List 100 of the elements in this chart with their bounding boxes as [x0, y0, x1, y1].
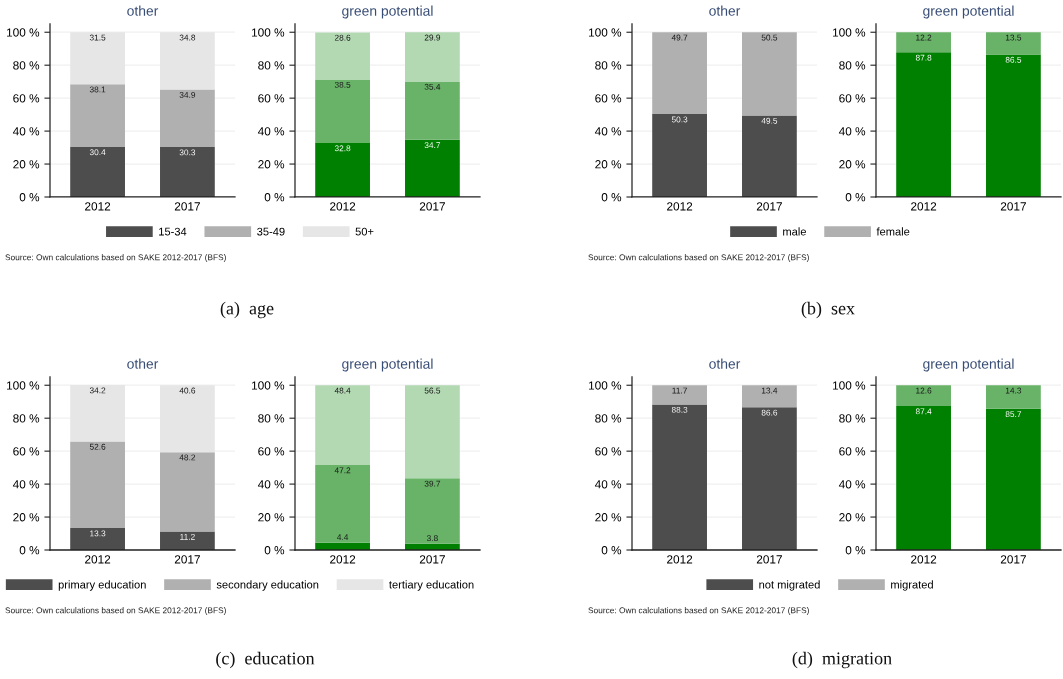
x-tick-label: 2012	[330, 202, 356, 211]
data-label: 13.5	[1005, 34, 1022, 41]
bar	[896, 385, 951, 406]
bar	[315, 79, 370, 143]
y-tick-label: 40 %	[838, 127, 866, 136]
bar	[405, 139, 460, 197]
data-label: 49.5	[761, 117, 778, 124]
y-tick-label: 40 %	[594, 480, 622, 489]
chart-title: other	[709, 358, 741, 369]
y-tick-label: 0 %	[264, 546, 285, 555]
bar	[70, 84, 125, 147]
bar	[315, 385, 370, 465]
y-tick-label: 80 %	[595, 414, 622, 423]
y-tick-label: 40 %	[838, 480, 866, 489]
bar	[986, 385, 1041, 409]
data-label: 49.7	[671, 34, 688, 41]
x-tick-label: 2012	[330, 555, 356, 564]
y-tick-label: 40 %	[594, 127, 622, 136]
data-label: 31.5	[89, 34, 106, 41]
legend-label: secondary education	[216, 580, 319, 591]
bar	[896, 406, 951, 550]
x-tick-label: 2012	[911, 555, 937, 564]
y-tick-label: 100 %	[833, 28, 866, 37]
data-label: 11.2	[180, 533, 195, 540]
data-label: 34.2	[89, 387, 106, 394]
bar	[315, 142, 370, 197]
data-label: 48.4	[334, 387, 351, 394]
y-tick-label: 0 %	[264, 193, 285, 202]
data-label: 48.2	[179, 454, 196, 461]
data-label: 11.7	[672, 387, 687, 394]
y-tick-label: 80 %	[258, 414, 285, 423]
x-tick-label: 2012	[85, 555, 111, 564]
data-label: 38.1	[89, 86, 106, 93]
data-label: 29.9	[424, 34, 441, 41]
data-label: 50.3	[671, 116, 688, 123]
y-tick-label: 60 %	[839, 94, 866, 103]
y-tick-label: 0 %	[19, 546, 40, 555]
data-label: 87.4	[915, 408, 932, 415]
x-tick-label: 2017	[419, 555, 445, 564]
bar	[405, 81, 460, 140]
text: (d) migration	[792, 651, 892, 669]
bar	[742, 385, 797, 408]
x-tick-label: 2012	[911, 202, 937, 211]
y-tick-label: 60 %	[258, 94, 285, 103]
bar	[742, 115, 797, 197]
data-label: 14.3	[1005, 387, 1022, 394]
data-label: 35.4	[424, 83, 441, 90]
y-tick-label: 80 %	[839, 414, 866, 423]
chart-title: green potential	[342, 5, 433, 19]
y-tick-label: 20 %	[258, 513, 285, 522]
y-tick-label: 20 %	[258, 160, 285, 169]
data-label: 34.7	[424, 142, 441, 149]
chart-title: green potential	[342, 358, 433, 372]
data-label: 30.4	[89, 149, 106, 156]
y-tick-label: 100 %	[833, 381, 866, 390]
y-tick-label: 60 %	[13, 94, 40, 103]
y-tick-label: 20 %	[13, 160, 40, 169]
y-tick-label: 20 %	[595, 513, 622, 522]
data-label: 3.8	[426, 535, 438, 542]
bar	[70, 146, 125, 197]
data-label: 13.4	[761, 387, 778, 394]
bar	[70, 528, 125, 550]
y-tick-label: 60 %	[595, 94, 622, 103]
y-tick-label: 100 %	[252, 381, 285, 390]
chart-title: green potential	[923, 358, 1014, 372]
y-tick-label: 0 %	[845, 546, 866, 555]
y-tick-label: 0 %	[601, 193, 622, 202]
chart-title: other	[709, 5, 741, 16]
data-label: 12.6	[916, 387, 932, 394]
chart-title: other	[127, 5, 159, 16]
data-label: 47.2	[334, 467, 351, 474]
y-tick-label: 20 %	[839, 160, 866, 169]
data-label: 50.5	[761, 34, 778, 41]
x-tick-label: 2017	[756, 202, 782, 211]
bar	[405, 32, 460, 82]
data-label: 88.3	[671, 406, 688, 413]
legend-label: 50+	[355, 227, 374, 236]
y-tick-label: 0 %	[601, 546, 622, 555]
data-label: 32.8	[334, 145, 351, 152]
bar	[160, 531, 215, 550]
bar	[986, 32, 1041, 55]
bar	[70, 441, 125, 529]
data-label: 30.3	[179, 149, 196, 156]
data-label: 56.5	[424, 387, 441, 394]
bar	[405, 385, 460, 479]
legend-label: not migrated	[759, 580, 820, 591]
bar	[742, 407, 797, 550]
legend-label: migrated	[891, 580, 933, 591]
y-tick-label: 40 %	[257, 127, 285, 136]
data-label: 38.5	[334, 81, 351, 88]
bar	[160, 452, 215, 532]
bar	[986, 54, 1041, 197]
legend-label: 15-34	[159, 227, 187, 236]
x-tick-label: 2017	[756, 555, 782, 564]
y-tick-label: 60 %	[258, 447, 285, 456]
y-tick-label: 60 %	[595, 447, 622, 456]
bar	[405, 478, 460, 544]
y-tick-label: 100 %	[589, 381, 622, 390]
data-label: 52.6	[89, 443, 106, 450]
data-label: 12.2	[916, 34, 932, 41]
